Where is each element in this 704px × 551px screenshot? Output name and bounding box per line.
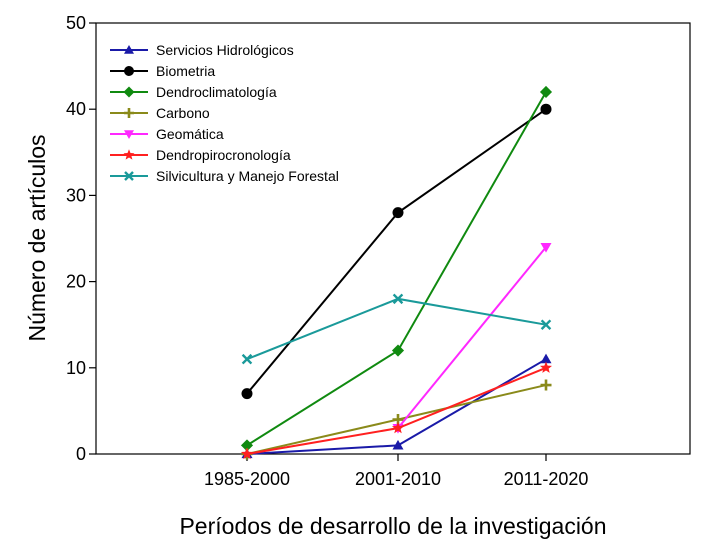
plot-frame: [95, 22, 691, 455]
data-point: [392, 293, 404, 305]
data-point: [392, 439, 404, 450]
series-1: [241, 353, 552, 459]
x-tick-label: 2011-2020: [504, 469, 589, 489]
data-point: [241, 353, 253, 365]
data-point: [540, 242, 552, 253]
legend-label: Dendroclimatología: [156, 84, 277, 100]
data-point: [240, 447, 254, 460]
legend-label: Biometria: [156, 63, 215, 79]
y-tick-label: 10: [66, 358, 86, 378]
x-tick-label: 2001-2010: [355, 469, 441, 489]
legend-marker: [124, 45, 134, 54]
data-point: [539, 85, 553, 99]
x-axis: 1985-2000 2001-2010 2011-2020: [204, 454, 588, 489]
legend-item: Dendropirocronología: [110, 147, 291, 163]
y-axis-title: Número de artículos: [24, 134, 50, 341]
y-tick-label: 20: [66, 272, 86, 292]
legend-label: Silvicultura y Manejo Forestal: [156, 168, 339, 184]
data-point: [392, 207, 404, 219]
data-point: [391, 344, 405, 357]
legend-item: Geomática: [110, 126, 224, 142]
legend-label: Servicios Hidrológicos: [156, 42, 294, 58]
legend-item: Dendroclimatología: [110, 84, 277, 100]
series-5: [392, 242, 552, 434]
legend-item: Biometria: [110, 63, 215, 79]
legend-label: Carbono: [156, 105, 210, 121]
series-2: [241, 103, 552, 400]
y-tick-label: 30: [66, 185, 86, 205]
legend-marker: [124, 66, 134, 76]
data-point: [539, 361, 553, 373]
series-line: [397, 246, 547, 429]
data-point: [540, 353, 552, 364]
legend-marker: [123, 149, 135, 160]
data-point: [240, 439, 254, 452]
legend-marker: [124, 130, 134, 139]
data-point: [241, 388, 253, 400]
y-tick-label: 40: [66, 99, 86, 119]
legend-marker: [124, 171, 134, 181]
x-axis-title: Períodos de desarrollo de la investigaci…: [179, 513, 606, 539]
y-tick-label: 0: [76, 444, 86, 464]
legend-marker: [124, 108, 134, 118]
legend-item: Carbono: [110, 105, 210, 121]
y-axis: 0 10 20 30 40 50: [66, 13, 96, 464]
series-line: [246, 366, 547, 455]
series-7: [241, 293, 552, 365]
legend: Servicios Hidrológicos Biometria Dendrocli…: [110, 42, 339, 184]
series-6: [240, 361, 553, 460]
series-3: [240, 85, 553, 452]
data-point: [391, 421, 405, 434]
legend-label: Geomática: [156, 126, 224, 142]
legend-item: Silvicultura y Manejo Forestal: [110, 168, 339, 184]
series-layer: [240, 85, 553, 460]
legend-marker: [123, 86, 135, 98]
legend-label: Dendropirocronología: [156, 147, 291, 163]
legend-item: Servicios Hidrológicos: [110, 42, 294, 58]
series-line: [246, 91, 547, 447]
y-tick-label: 50: [66, 13, 86, 33]
x-tick-label: 1985-2000: [204, 469, 290, 489]
data-point: [540, 319, 552, 330]
data-point: [540, 103, 552, 115]
series-line: [246, 358, 547, 455]
data-point: [540, 379, 552, 391]
